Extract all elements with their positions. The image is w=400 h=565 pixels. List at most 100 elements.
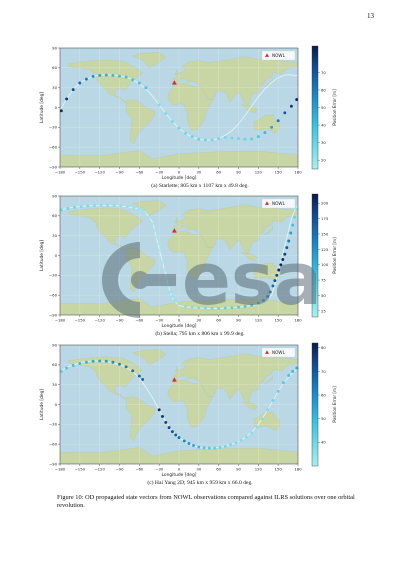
x-tick-label: −60 (135, 467, 144, 472)
map-landmass (174, 366, 180, 372)
error-point (66, 207, 70, 211)
y-tick-label: −90 (49, 461, 58, 466)
y-tick-label: 90 (52, 45, 57, 50)
error-point (144, 86, 148, 90)
y-tick-label: 30 (52, 85, 57, 90)
error-point (203, 138, 207, 142)
legend: NOWL (261, 50, 296, 61)
error-point (157, 242, 161, 246)
error-point (230, 306, 234, 310)
x-tick-label: 30 (196, 318, 201, 323)
error-point (223, 306, 227, 310)
colorbar (311, 193, 319, 318)
error-point (131, 78, 135, 82)
error-point (124, 365, 128, 369)
map-landmass (167, 230, 213, 279)
error-point (295, 98, 298, 102)
error-point (182, 439, 186, 443)
error-point (65, 366, 69, 370)
figure-stella: NOWL −180 −150 −120 −90 −60 −30 0 30 60 90 120 150 18… (0, 188, 400, 348)
x-tick-label: 120 (255, 170, 263, 175)
map-landmass (253, 262, 281, 282)
error-point (86, 204, 90, 208)
error-point (202, 446, 206, 450)
error-point (271, 284, 275, 288)
colorbar-label: Position Error [m] (332, 237, 337, 274)
error-point (197, 306, 201, 310)
nowl-station-marker (171, 80, 177, 85)
error-point (207, 446, 211, 450)
error-point (163, 268, 166, 272)
error-point (141, 377, 145, 381)
error-point (270, 125, 274, 129)
error-point (170, 119, 174, 123)
map-landmass (132, 52, 167, 68)
error-point (157, 103, 161, 107)
error-point (84, 77, 88, 81)
colorbar-label: Position Error [m] (332, 386, 337, 423)
chart-stella: NOWL −180 −150 −120 −90 −60 −30 0 30 60 90 120 150 18… (39, 193, 337, 329)
map-landmass (60, 150, 298, 167)
legend-marker (265, 53, 269, 57)
error-point (250, 431, 254, 435)
x-tick-label: −150 (75, 170, 86, 175)
colorbar-tick-label: 100 (321, 262, 329, 267)
map-landmass (132, 349, 167, 365)
error-point (177, 302, 181, 306)
error-point (98, 359, 102, 363)
error-point (256, 135, 260, 139)
y-tick-label: 30 (52, 382, 57, 387)
colorbar-tick-label: 30 (321, 140, 326, 145)
error-point (281, 258, 285, 261)
error-point (137, 374, 141, 378)
page-number: 13 (367, 12, 374, 20)
error-point (262, 299, 266, 302)
y-tick-label: −90 (49, 164, 58, 169)
map-landmass (264, 226, 274, 236)
colorbar-tick-label: 60 (321, 87, 326, 92)
x-tick-label: 60 (216, 467, 221, 472)
chart-hai-yang: NOWL −180 −150 −120 −90 −60 −30 0 30 60 90 120 150 18… (39, 342, 337, 478)
error-point (295, 207, 298, 211)
error-point (197, 137, 201, 141)
x-tick-label: −90 (115, 318, 124, 323)
error-point (168, 290, 172, 294)
error-point (213, 446, 217, 450)
x-tick-label: −180 (55, 170, 66, 175)
error-point (92, 204, 96, 208)
error-point (173, 299, 177, 302)
map-landmass (172, 353, 298, 404)
error-point (151, 222, 155, 226)
x-tick-label: 120 (255, 467, 263, 472)
x-tick-label: 30 (196, 170, 201, 175)
error-point (98, 73, 102, 77)
legend: NOWL (261, 198, 296, 209)
colorbar (311, 342, 319, 467)
error-point (159, 248, 162, 252)
colorbar-tick-label: 50 (321, 416, 326, 421)
error-point (60, 208, 63, 212)
error-point (99, 203, 103, 207)
map-landmass (172, 56, 298, 107)
error-point (119, 204, 123, 208)
map-landmass (172, 204, 298, 255)
error-point (131, 369, 135, 373)
y-axis-label: Latitude [deg] (39, 389, 45, 420)
x-tick-label: 0 (178, 467, 181, 472)
error-point (161, 414, 164, 418)
y-tick-label: −30 (49, 422, 58, 427)
error-point (237, 305, 240, 309)
error-point (184, 131, 188, 135)
x-tick-label: 180 (294, 318, 302, 323)
x-tick-label: 60 (216, 318, 221, 323)
error-point (243, 137, 247, 141)
x-tick-label: 150 (275, 318, 283, 323)
error-point (170, 295, 174, 298)
x-tick-label: −180 (55, 318, 66, 323)
error-point (111, 73, 115, 77)
x-tick-label: 120 (255, 318, 263, 323)
error-point (147, 215, 151, 219)
y-axis-label: Latitude [deg] (39, 240, 45, 271)
error-point (243, 304, 247, 308)
error-point (285, 246, 289, 250)
